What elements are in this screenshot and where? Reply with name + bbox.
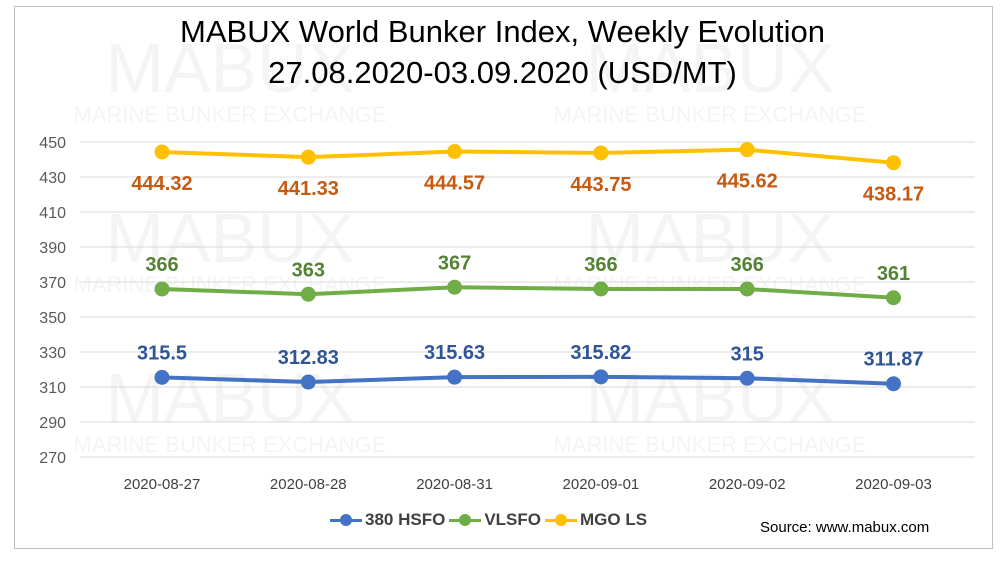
x-tick-label: 2020-08-28: [270, 476, 347, 493]
data-label-vlsfo: 366: [731, 254, 764, 276]
data-point-vlsfo: [593, 281, 609, 297]
watermark-tagline: MARINE BUNKER EXCHANGE: [74, 432, 387, 457]
x-tick-label: 2020-08-31: [416, 476, 493, 493]
data-point-mgo: [593, 145, 609, 161]
watermark-tagline: MARINE BUNKER EXCHANGE: [554, 102, 867, 127]
y-tick-label: 370: [39, 275, 66, 292]
data-point-vlsfo: [300, 286, 316, 302]
y-tick-label: 330: [39, 345, 66, 362]
series-line-hsfo: [160, 374, 896, 386]
gridlines: [80, 141, 975, 458]
source-note: Source: www.mabux.com: [760, 519, 930, 536]
legend-item-mgo: MGO LS: [544, 510, 648, 530]
data-point-vlsfo: [886, 290, 901, 306]
y-tick-label: 450: [39, 135, 66, 152]
data-point-mgo: [154, 144, 170, 160]
watermark-mabux: MABUX: [106, 29, 355, 107]
data-label-hsfo: 315.5: [137, 342, 187, 364]
data-point-hsfo: [593, 369, 609, 385]
legend-label-mgo: MGO LS: [579, 510, 648, 529]
data-point-hsfo: [886, 376, 901, 392]
legend-item-hsfo: 380 HSFO: [330, 510, 445, 530]
legend-swatch-vlsfo: [449, 513, 482, 527]
legend-swatch-hsfo: [330, 513, 362, 527]
data-label-hsfo: 315.82: [570, 342, 631, 364]
watermark-mabux: MABUX: [106, 359, 355, 437]
watermark-mabux: MABUX: [586, 199, 835, 277]
chart-subtitle: 27.08.2020-03.09.2020 (USD/MT): [268, 55, 737, 90]
x-tick-label: 2020-09-01: [563, 476, 640, 493]
data-label-vlsfo: 361: [877, 263, 910, 285]
y-tick-label: 410: [39, 205, 66, 222]
y-tick-labels: 270 290 310 330 350 370 390 410 430 450: [39, 135, 66, 467]
data-point-mgo: [886, 155, 901, 171]
y-tick-label: 430: [39, 170, 66, 187]
data-point-hsfo: [154, 369, 170, 385]
data-label-vlsfo: 367: [438, 252, 471, 274]
legend-label-vlsfo: VLSFO: [484, 510, 541, 529]
data-label-vlsfo: 363: [292, 259, 325, 281]
legend: 380 HSFO VLSFO MGO LS: [330, 510, 651, 530]
legend-swatch-mgo: [544, 513, 577, 527]
data-label-mgo: 438.17: [863, 184, 924, 206]
x-tick-label: 2020-08-27: [124, 476, 201, 493]
data-label-mgo: 445.62: [717, 171, 778, 193]
data-label-mgo: 444.32: [131, 173, 192, 195]
data-label-vlsfo: 366: [584, 254, 617, 276]
watermark-tagline: MARINE BUNKER EXCHANGE: [554, 432, 867, 457]
y-tick-label: 310: [39, 380, 66, 397]
data-labels: 315.5 312.83 315.63 315.82 315 311.87 366 363 36…: [131, 171, 924, 371]
x-tick-labels: 2020-08-27 2020-08-28 2020-08-31 2020-09-01…: [124, 476, 932, 493]
legend-item-vlsfo: VLSFO: [449, 510, 541, 530]
chart-border: [14, 6, 993, 549]
data-point-vlsfo: [447, 279, 463, 295]
y-tick-label: 350: [39, 310, 66, 327]
data-label-hsfo: 315: [731, 343, 764, 365]
data-point-mgo: [739, 142, 755, 158]
data-point-hsfo: [739, 370, 755, 386]
data-point-hsfo: [447, 369, 463, 385]
series-line-vlsfo: [160, 285, 896, 300]
data-label-hsfo: 311.87: [863, 349, 923, 371]
y-tick-label: 290: [39, 415, 66, 432]
data-label-mgo: 444.57: [424, 173, 485, 195]
data-point-mgo: [300, 149, 316, 165]
x-tick-label: 2020-09-02: [709, 476, 786, 493]
data-label-mgo: 441.33: [278, 178, 339, 200]
data-point-vlsfo: [739, 281, 755, 297]
watermark-mabux: MABUX: [586, 29, 835, 107]
chart-title: MABUX World Bunker Index, Weekly Evoluti…: [180, 14, 825, 49]
data-label-hsfo: 315.63: [424, 342, 485, 364]
x-tick-label: 2020-09-03: [855, 476, 932, 493]
data-label-hsfo: 312.83: [278, 347, 339, 369]
watermark-tagline: MARINE BUNKER EXCHANGE: [74, 102, 387, 127]
y-tick-label: 390: [39, 240, 66, 257]
series-layer: [154, 142, 901, 392]
data-point-hsfo: [300, 374, 316, 390]
data-label-vlsfo: 366: [145, 254, 178, 276]
y-tick-label: 270: [39, 450, 66, 467]
legend-label-hsfo: 380 HSFO: [365, 510, 446, 529]
watermark-mabux: MABUX: [586, 359, 835, 437]
data-point-vlsfo: [154, 281, 170, 297]
series-line-mgo: [160, 147, 896, 165]
data-point-mgo: [447, 144, 463, 160]
data-label-mgo: 443.75: [570, 174, 631, 196]
